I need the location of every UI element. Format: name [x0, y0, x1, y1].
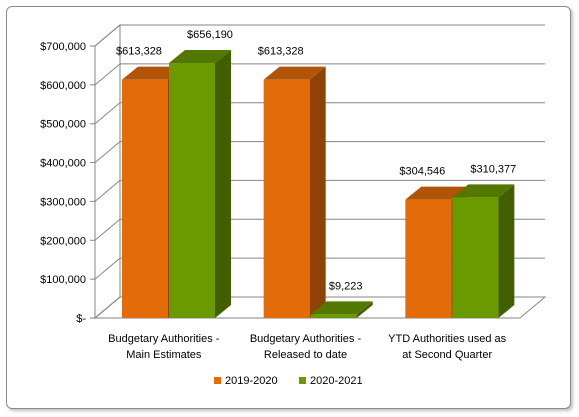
gridline [94, 102, 545, 125]
y-tick-label: $- [76, 313, 86, 325]
gridline [94, 296, 545, 319]
bars [122, 50, 515, 319]
bar [263, 66, 326, 319]
y-tick-label: $700,000 [40, 41, 86, 53]
category-label: Released to date [264, 349, 347, 361]
data-labels: $613,328 $656,190 $613,328 $9,223 $304,546 $3… [116, 29, 516, 292]
legend-item: 2019-2020 [214, 375, 278, 387]
y-tick-label: $400,000 [40, 158, 86, 170]
bar [452, 184, 515, 318]
y-axis-ticks: $- $100,000 $200,000 $300,000 $400,000 $500,0… [40, 41, 86, 325]
y-tick-label: $500,000 [40, 119, 86, 131]
bar-side [309, 66, 326, 319]
y-tick-label: $600,000 [40, 80, 86, 92]
category-label: Budgetary Authorities - [108, 333, 220, 345]
bar [169, 50, 231, 318]
gridline [94, 63, 545, 86]
bar-side [356, 301, 373, 318]
gridlines [90, 24, 545, 319]
gridline [94, 141, 545, 163]
bar-front [405, 199, 452, 318]
category-label: at Second Quarter [402, 349, 492, 361]
data-label: $613,328 [258, 46, 304, 58]
bar-front [169, 63, 215, 318]
category-label: Budgetary Authorities - [250, 333, 362, 345]
side-wall [94, 23, 121, 320]
legend-label: 2019-2020 [225, 375, 278, 387]
category-label: Main Estimates [126, 349, 202, 361]
gridline [94, 218, 545, 241]
data-label: $310,377 [470, 163, 516, 175]
bar-top [263, 66, 326, 80]
gridline [94, 24, 545, 47]
gridline [94, 257, 545, 280]
bar-front [122, 79, 168, 319]
y-tick-label: $300,000 [40, 196, 86, 208]
data-label: $656,190 [187, 29, 233, 41]
legend-swatch [214, 377, 221, 384]
bar-top [169, 50, 231, 64]
legend-swatch [299, 377, 306, 384]
data-label: $613,328 [116, 46, 162, 58]
category-label: YTD Authorities used as [388, 333, 507, 345]
y-tick-label: $200,000 [40, 235, 86, 247]
legend: 2019-2020 2020-2021 [214, 375, 363, 387]
bar-top [405, 186, 468, 200]
y-tick-label: $100,000 [40, 274, 86, 286]
bar-side [215, 50, 231, 318]
bar-front [452, 197, 499, 318]
bar-top [452, 184, 515, 198]
bar-top [122, 66, 184, 80]
data-label: $304,546 [399, 166, 445, 178]
legend-label: 2020-2021 [310, 375, 363, 387]
gridline [94, 179, 545, 202]
bar-front [310, 314, 357, 318]
bar-top [310, 301, 373, 315]
x-axis-categories: Budgetary Authorities - Main Estimates Bud… [108, 333, 506, 361]
data-label: $9,223 [329, 280, 363, 292]
legend-item: 2020-2021 [299, 375, 363, 387]
bar-side [498, 184, 515, 318]
bar [310, 301, 373, 318]
bar-front [263, 79, 310, 319]
